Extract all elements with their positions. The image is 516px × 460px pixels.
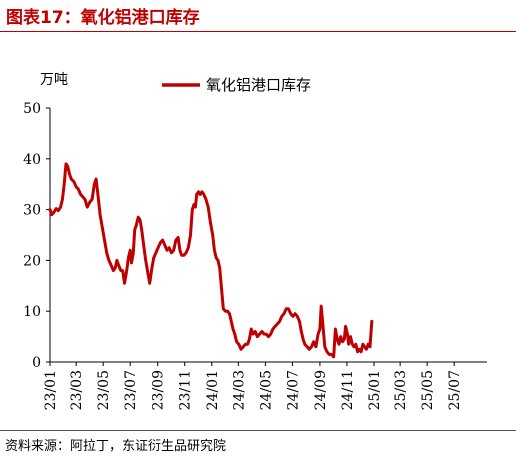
y-tick-label: 50 bbox=[23, 101, 41, 117]
x-tick-label: 24/01 bbox=[205, 370, 221, 410]
x-tick-label: 25/03 bbox=[393, 370, 409, 410]
x-tick-label: 24/07 bbox=[285, 370, 301, 410]
series-layer bbox=[48, 162, 374, 359]
legend-label: 氧化铝港口库存 bbox=[206, 76, 311, 94]
source-note: 资料来源：阿拉丁，东证衍生品研究院 bbox=[5, 439, 227, 454]
series-line-0 bbox=[48, 162, 374, 359]
x-tick-label: 24/11 bbox=[340, 370, 356, 410]
x-tick-label: 23/09 bbox=[151, 370, 167, 410]
y-tick-label: 10 bbox=[23, 304, 41, 320]
y-tick-label: 20 bbox=[23, 253, 41, 269]
legend: 氧化铝港口库存 bbox=[162, 76, 311, 94]
x-tick-label: 23/11 bbox=[178, 370, 194, 410]
x-tick-label: 24/09 bbox=[313, 370, 329, 410]
figure-title: 图表17：氧化铝港口库存 bbox=[6, 8, 200, 28]
y-tick-label: 30 bbox=[23, 203, 41, 219]
x-tick-label: 23/07 bbox=[123, 370, 139, 410]
x-tick-label: 23/03 bbox=[69, 370, 85, 410]
x-tick-label: 25/05 bbox=[420, 370, 436, 410]
y-axis-unit-label: 万吨 bbox=[40, 72, 68, 88]
y-tick-label: 40 bbox=[23, 152, 41, 168]
source-rule bbox=[0, 430, 516, 431]
x-tick-label: 25/01 bbox=[367, 370, 383, 410]
y-tick-label: 0 bbox=[32, 355, 41, 371]
x-tick-label: 23/05 bbox=[96, 370, 112, 410]
x-tick-label: 23/01 bbox=[43, 370, 59, 410]
x-tick-label: 24/03 bbox=[231, 370, 247, 410]
title-rule bbox=[0, 31, 516, 32]
x-tick-label: 24/05 bbox=[258, 370, 274, 410]
x-tick-label: 25/07 bbox=[447, 370, 463, 410]
x-axis: 23/01 23/03 23/05 23/07 23/09 23/11 24/01 24/03… bbox=[43, 361, 487, 410]
y-axis: 0 10 20 30 40 50 bbox=[23, 101, 51, 371]
